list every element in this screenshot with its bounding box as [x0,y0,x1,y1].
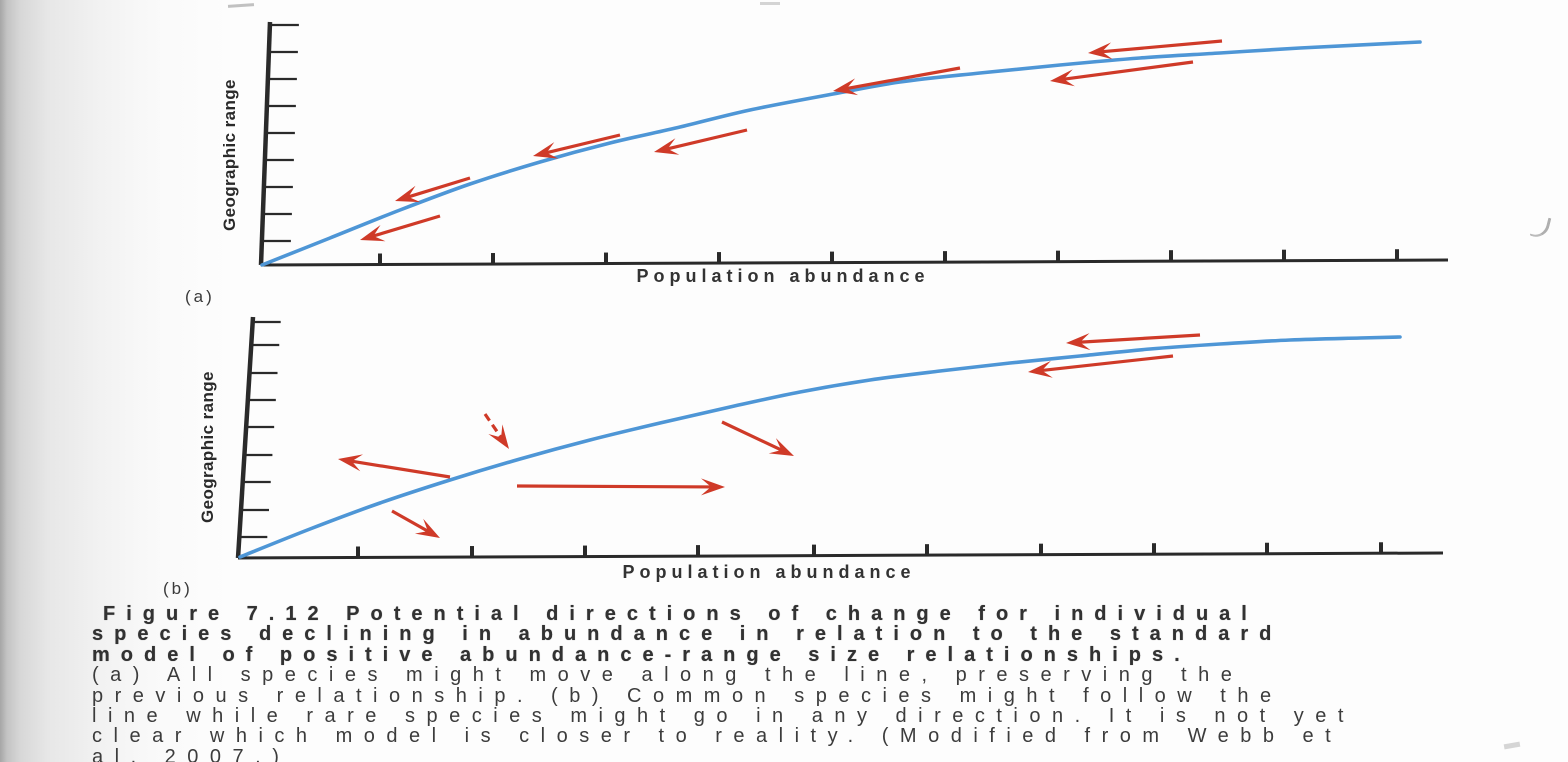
chart-a-x-axis-label: Population abundance [636,266,930,286]
chart-a-y-axis-label: Geographic range [220,79,239,231]
caption-line-5: previous relationship. (b) Common specie… [92,684,1283,707]
panel-label-a: (a) [185,287,215,306]
panel-label-b: (b) [163,579,193,598]
chart-b-x-axis-label: Population abundance [622,562,916,582]
scan-edge-shadow [0,0,230,762]
caption-line-1: Figure 7.12 Potential directions of chan… [103,603,1258,625]
caption-line-4: (a) All species might move along the lin… [92,664,1244,687]
caption-line-8: al. 2007.) [92,745,291,762]
caption-line-3: model of positive abundance-range size r… [92,643,1191,666]
caption-line-2: species declining in abundance in relati… [92,623,1283,646]
figure-caption: Figure 7.12 Potential directions of chan… [92,604,1355,762]
caption-line-6: line while rare species might go in any … [92,705,1355,728]
scan-artifact-dash [760,2,780,5]
chart-b-y-axis-label: Geographic range [198,371,217,523]
caption-line-7: clear which model is closer to reality. … [92,725,1343,748]
